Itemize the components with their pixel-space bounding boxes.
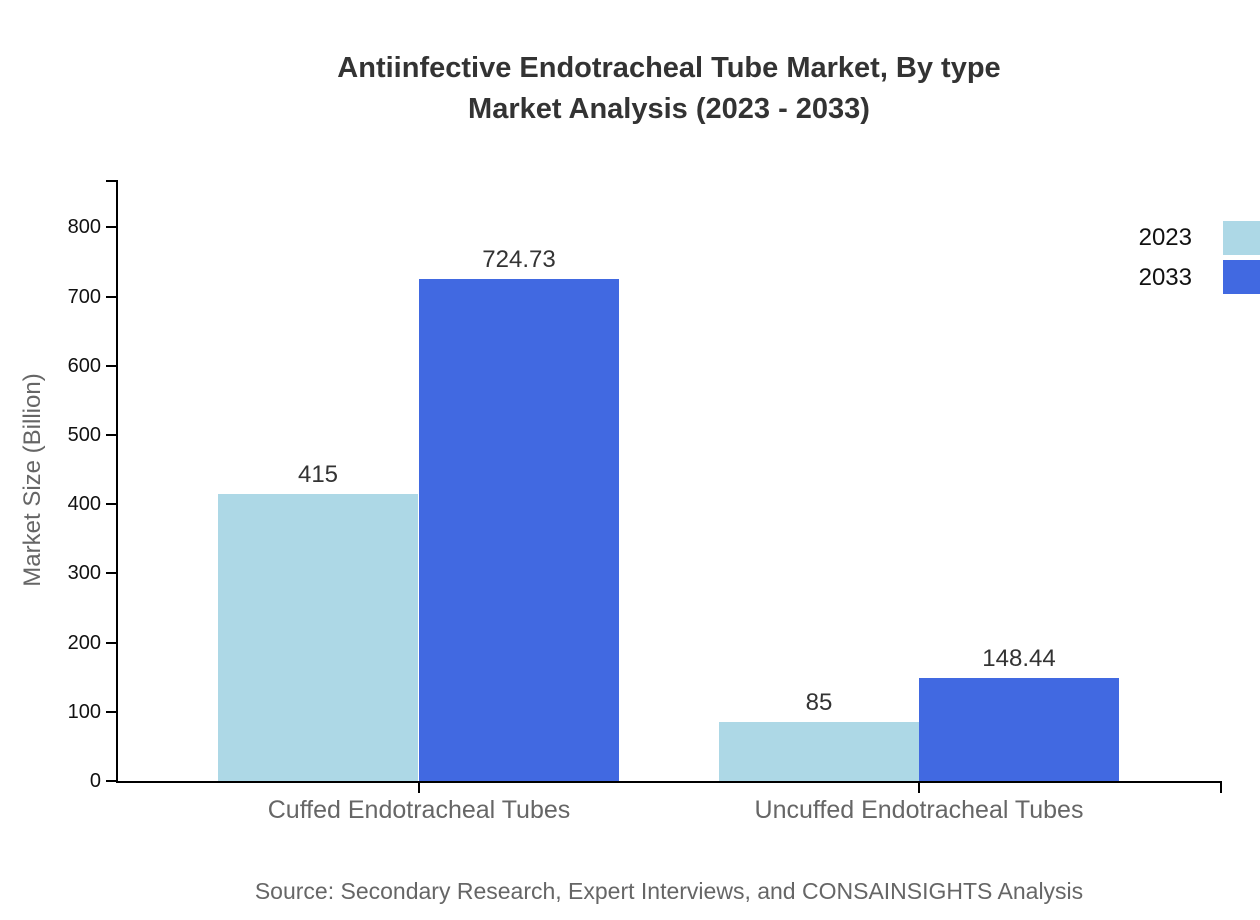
y-tick-mark xyxy=(106,642,116,644)
y-tick-mark xyxy=(106,365,116,367)
legend-label: 2033 xyxy=(1138,264,1192,291)
y-tick-label: 200 xyxy=(67,632,101,654)
chart-title-line-2: Market Analysis (2023 - 2033) xyxy=(468,93,870,125)
y-tick-label: 300 xyxy=(67,562,101,584)
y-tick-label: 400 xyxy=(67,493,101,515)
y-tick-mark xyxy=(106,780,116,782)
chart-title-line-1: Antiinfective Endotracheal Tube Market, … xyxy=(337,52,1001,84)
legend-swatch xyxy=(1223,221,1260,255)
bar-value-label: 415 xyxy=(297,461,339,488)
y-tick-label: 600 xyxy=(67,355,101,377)
legend-swatch xyxy=(1223,260,1260,294)
y-tick-label: 800 xyxy=(67,216,101,238)
y-tick-label: 500 xyxy=(67,424,101,446)
y-tick-mark xyxy=(106,711,116,713)
x-axis-line xyxy=(116,781,1222,783)
y-tick-mark xyxy=(106,503,116,505)
y-tick-mark xyxy=(106,226,116,228)
bar-value-label: 724.73 xyxy=(482,246,556,273)
y-tick-label: 700 xyxy=(67,286,101,308)
bar-value-label: 85 xyxy=(805,689,833,716)
legend-label: 2023 xyxy=(1138,224,1192,251)
bar-value-label: 148.44 xyxy=(982,645,1056,672)
source-note: Source: Secondary Research, Expert Inter… xyxy=(254,878,1084,904)
x-tick-mark xyxy=(918,783,920,793)
y-tick-mark xyxy=(106,296,116,298)
category-label: Uncuffed Endotracheal Tubes xyxy=(754,796,1084,824)
bar xyxy=(919,678,1119,781)
category-label: Cuffed Endotracheal Tubes xyxy=(267,796,571,824)
x-axis-end-cap xyxy=(1220,781,1222,793)
y-tick-label: 100 xyxy=(67,701,101,723)
x-tick-mark xyxy=(418,783,420,793)
y-axis-end-cap xyxy=(106,180,118,182)
chart-title: Antiinfective Endotracheal Tube Market, … xyxy=(118,48,1220,130)
bar xyxy=(218,494,418,781)
y-tick-label: 0 xyxy=(89,770,101,792)
bar xyxy=(719,722,919,781)
y-axis-line xyxy=(116,180,118,783)
y-tick-mark xyxy=(106,572,116,574)
y-tick-mark xyxy=(106,434,116,436)
bar xyxy=(419,279,619,781)
